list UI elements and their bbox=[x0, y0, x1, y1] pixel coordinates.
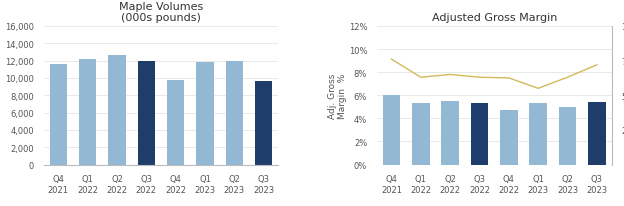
Bar bbox=[558, 107, 577, 165]
Y-axis label: Adj. Gross
Margin  %: Adj. Gross Margin % bbox=[328, 73, 348, 118]
Bar bbox=[79, 60, 97, 165]
Bar bbox=[225, 61, 243, 165]
Bar bbox=[441, 102, 459, 165]
Bar bbox=[137, 61, 155, 165]
Bar bbox=[167, 80, 185, 165]
Bar bbox=[588, 103, 606, 165]
Bar bbox=[255, 81, 273, 165]
Title: Adjusted Gross Margin: Adjusted Gross Margin bbox=[432, 13, 557, 23]
Bar bbox=[383, 96, 401, 165]
Bar bbox=[529, 104, 547, 165]
Bar bbox=[470, 104, 489, 165]
Bar bbox=[196, 63, 214, 165]
Bar bbox=[412, 104, 430, 165]
Bar bbox=[108, 55, 126, 165]
Title: Maple Volumes
(000s pounds): Maple Volumes (000s pounds) bbox=[119, 2, 203, 23]
Bar bbox=[49, 65, 67, 165]
Bar bbox=[500, 111, 518, 165]
